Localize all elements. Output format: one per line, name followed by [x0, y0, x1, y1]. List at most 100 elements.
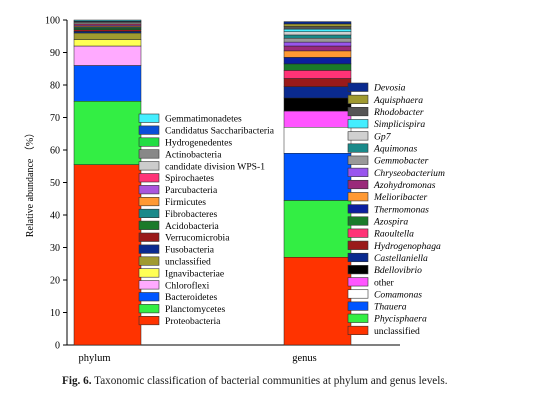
legend-swatch-genus	[347, 228, 369, 238]
legend-swatch-phylum	[138, 125, 160, 135]
y-tick-label: 60	[50, 146, 60, 157]
bar-segment-genus-raoultella	[283, 70, 352, 79]
bar-segment-genus-rhodobacter	[283, 26, 352, 30]
stacked-bar-chart: 0 10 20 30 40 50 60 70 80 90 100 Relative abundance…	[24, 16, 445, 365]
legend-label-phylum: Fibrobacteres	[165, 209, 217, 220]
legend-label-genus: Devosia	[373, 83, 406, 94]
legend-swatch-genus	[347, 252, 369, 263]
bar-segment-genus-other	[283, 110, 352, 128]
x-category-label-genus: genus	[292, 353, 317, 364]
y-tick-label: 20	[50, 276, 60, 287]
legend-swatch-phylum	[138, 149, 160, 159]
legend-label-phylum: Ignavibacteriae	[165, 268, 224, 279]
legend-swatch-genus	[347, 107, 369, 117]
legend-swatch-genus	[347, 94, 369, 104]
y-tick-label: 70	[50, 113, 60, 124]
legend-swatch-genus	[347, 192, 369, 202]
bar-segment-genus-unclassified	[283, 257, 352, 346]
bar-segment-genus-aquisphaera	[283, 23, 352, 27]
bar-segment-phylum-bacteroidetes	[73, 65, 142, 102]
legend-label-genus: Chryseobacterium	[374, 168, 445, 179]
legend-label-phylum: Verrucomicrobia	[165, 233, 230, 244]
bar-segment-phylum-planctomycetes	[73, 101, 142, 165]
legend-label-genus: Gemmobacter	[374, 156, 429, 167]
legend-label-genus: other	[374, 277, 395, 288]
bar-segment-phylum-ignavibacteriae	[73, 39, 142, 47]
legend-swatch-genus	[347, 155, 369, 165]
legend-swatch-genus	[347, 301, 369, 311]
legend-label-genus: Melioribacter	[373, 192, 428, 203]
legend-swatch-phylum	[138, 220, 160, 230]
legend-label-genus: Castellaniella	[374, 253, 428, 264]
legend-swatch-phylum	[138, 292, 160, 302]
legend-label-genus: Azospira	[373, 216, 408, 227]
legend-label-phylum: Candidatus Saccharibacteria	[165, 126, 275, 137]
legend-swatch-phylum	[138, 161, 160, 171]
legend-swatch-phylum	[138, 173, 160, 183]
bar-segment-genus-castellaniella	[283, 86, 352, 99]
bar-segment-genus-gemmobacter	[283, 37, 352, 43]
y-tick-label: 80	[50, 81, 60, 92]
legend-label-phylum: Actinobacteria	[165, 149, 222, 160]
y-tick-label: 0	[55, 341, 60, 352]
legend-label-phylum: Firmicutes	[165, 197, 206, 208]
legend-swatch-genus	[347, 289, 369, 299]
bar-segment-genus-gp7	[283, 31, 352, 36]
legend-label-phylum: Gemmatimonadetes	[165, 114, 242, 125]
legend-label-phylum: unclassified	[165, 257, 211, 268]
legend-label-genus: Thauera	[374, 302, 407, 313]
bar-segment-phylum-proteobacteria	[73, 164, 142, 346]
legend-label-phylum: Parcubacteria	[165, 185, 218, 196]
bar-segment-genus-thermomonas	[283, 57, 352, 65]
legend-swatch-phylum	[138, 185, 160, 195]
legend-swatch-phylum	[138, 256, 160, 266]
legend-swatch-phylum	[138, 137, 160, 147]
legend-label-genus: Thermomonas	[374, 204, 429, 215]
bar-segment-genus-chryseobacterium	[283, 41, 352, 47]
bar-segment-genus-devosia	[283, 21, 352, 25]
legend-swatch-genus	[347, 204, 369, 214]
legend-label-genus: Simplicispira	[374, 119, 425, 130]
y-tick-label: 30	[50, 243, 60, 254]
legend-swatch-genus	[347, 167, 369, 177]
bar-segment-phylum-chloroflexi	[73, 45, 142, 66]
bar-segment-genus-comamonas	[283, 127, 352, 154]
legend-swatch-phylum	[138, 268, 160, 278]
bar-segment-genus-bdellovibrio	[283, 97, 352, 112]
legend-label-genus: Raoultella	[373, 229, 414, 240]
legend-label-genus: Aquisphaera	[373, 95, 423, 106]
legend-swatch-phylum	[138, 232, 160, 242]
legend-label-phylum: Spirochaetes	[165, 173, 214, 184]
legend-swatch-genus	[347, 277, 369, 287]
legend-swatch-phylum	[138, 304, 160, 314]
bar-segment-genus-hydrogenophaga	[283, 78, 352, 87]
legend-label-phylum: Proteobacteria	[165, 316, 221, 327]
legend-swatch-genus	[347, 131, 369, 141]
bars	[73, 19, 352, 346]
y-tick-label: 50	[50, 178, 60, 189]
y-tick-label: 100	[45, 16, 60, 27]
figure-caption: Fig. 6. Taxonomic classification of bact…	[62, 375, 542, 387]
legend-swatch-phylum	[138, 208, 160, 218]
legend-label-phylum: Fusobacteria	[165, 245, 215, 256]
legend-label-genus: Phycisphaera	[373, 314, 427, 325]
y-axis-label: Relative abundance （%）	[24, 128, 36, 237]
legend-label-genus: Azohydromonas	[373, 180, 436, 191]
bar-segment-genus-melioribacter	[283, 50, 352, 58]
legend-label-phylum: Acidobacteria	[165, 221, 220, 232]
bar-segment-genus-aquimonas	[283, 34, 352, 39]
y-tick-label: 40	[50, 211, 60, 222]
y-tick-label: 90	[50, 48, 60, 59]
legend-swatch-genus	[347, 119, 369, 129]
legend-label-genus: Comamonas	[374, 289, 422, 300]
legend-label-genus: Hydrogenophaga	[373, 241, 441, 252]
legend-swatch-genus	[347, 313, 369, 323]
bar-segment-phylum-gemmatimonadetes	[73, 19, 142, 22]
legend-swatch-phylum	[138, 280, 160, 290]
legend-label-genus: Aquimonas	[373, 144, 417, 155]
caption-text: Taxonomic classification of bacterial co…	[94, 375, 448, 387]
legend-swatch-phylum	[138, 113, 160, 123]
legend-swatch-phylum	[138, 244, 160, 254]
bar-segment-genus-azohydromonas	[283, 45, 352, 52]
